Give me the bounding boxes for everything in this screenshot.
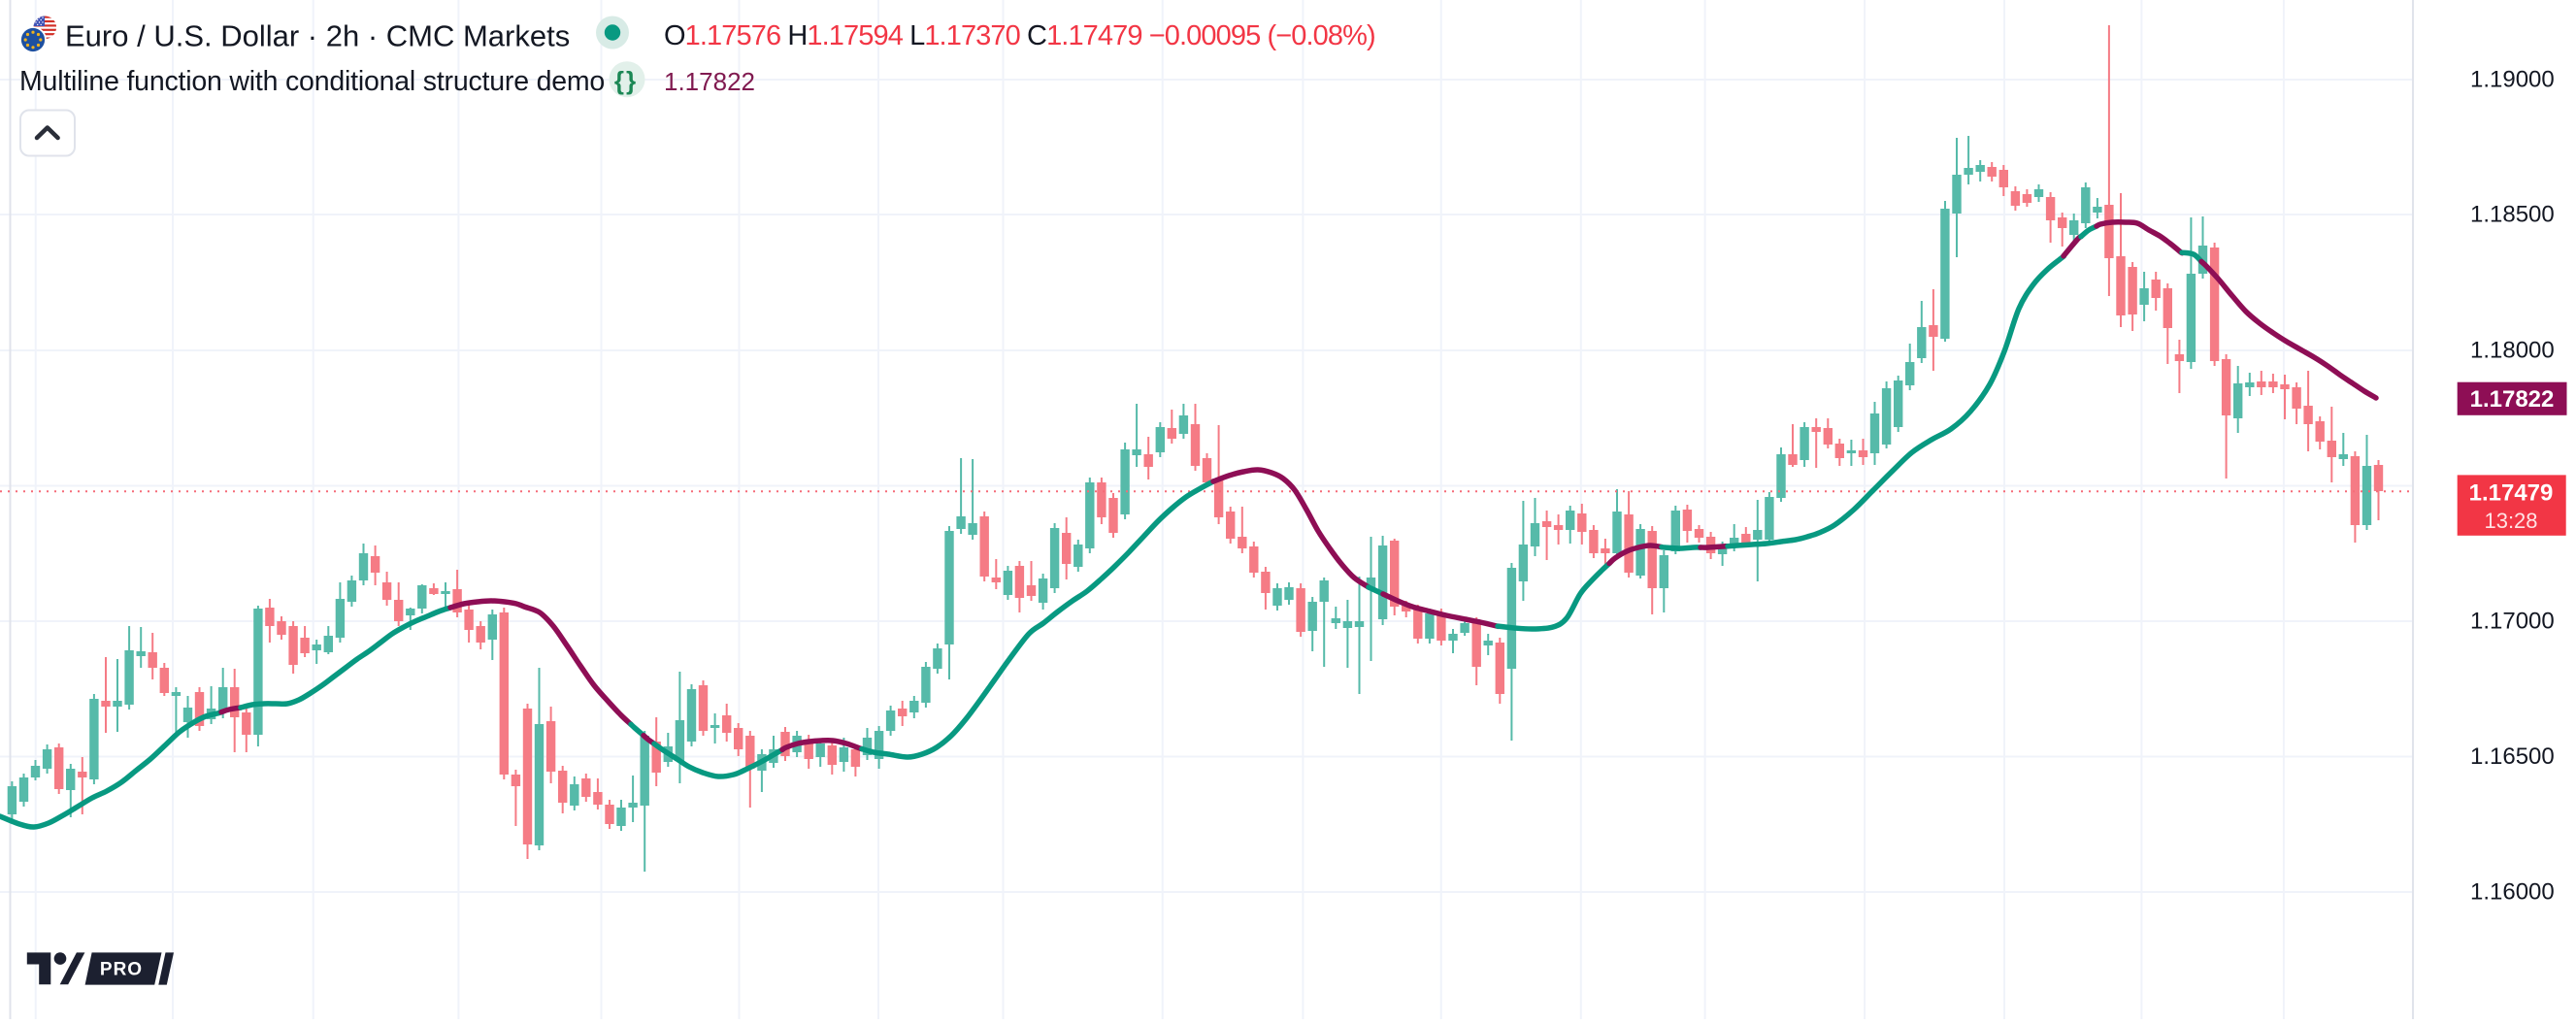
svg-text:1.18500: 1.18500 [2470,202,2555,228]
svg-text:1.16000: 1.16000 [2470,879,2555,906]
svg-text:1.19000: 1.19000 [2470,67,2555,93]
svg-text:1.17822: 1.17822 [664,67,755,96]
svg-text:1.16500: 1.16500 [2470,743,2555,770]
svg-text:{}: {} [614,66,638,95]
svg-text:1.17000: 1.17000 [2470,609,2555,635]
svg-text:1.17822: 1.17822 [2470,386,2555,413]
svg-text:13:28: 13:28 [2484,509,2537,533]
svg-text:Multiline function with condit: Multiline function with conditional stru… [19,66,605,97]
svg-text:O1.17576 H1.17594 L1.17370 C1.: O1.17576 H1.17594 L1.17370 C1.17479 −0.0… [664,20,1375,51]
svg-text:1.18000: 1.18000 [2470,338,2555,364]
svg-text:PRO: PRO [100,960,143,980]
svg-text:1.17479: 1.17479 [2469,480,2554,507]
svg-text:Euro / U.S. Dollar · 2h · CMC: Euro / U.S. Dollar · 2h · CMC Markets [65,19,570,53]
